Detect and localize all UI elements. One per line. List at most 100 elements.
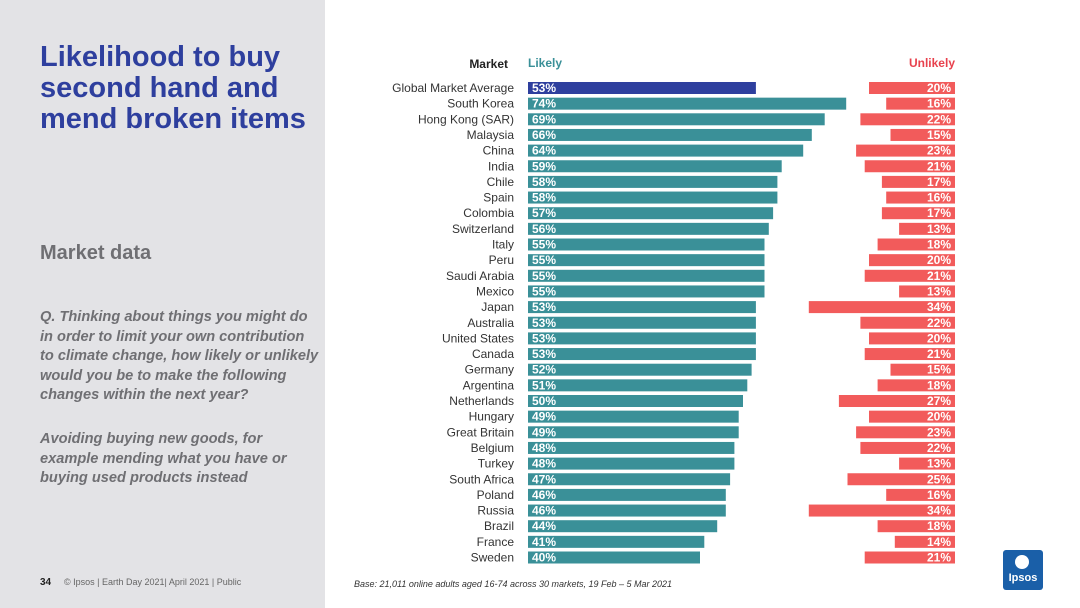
unlikely-bar: [877, 379, 955, 392]
unlikely-bar: [899, 285, 955, 298]
likely-value-label: 55%: [532, 238, 556, 252]
unlikely-value-label: 23%: [927, 425, 951, 439]
category-label: Saudi Arabia: [446, 269, 514, 283]
unlikely-bar: [894, 535, 955, 548]
unlikely-bar: [847, 473, 955, 486]
unlikely-value-label: 27%: [927, 394, 951, 408]
unlikely-value-label: 17%: [927, 206, 951, 220]
likely-bar: [528, 82, 756, 94]
unlikely-bar: [864, 551, 955, 564]
category-label: Colombia: [463, 206, 514, 220]
category-label: Spain: [483, 191, 514, 205]
likely-value-label: 46%: [532, 504, 556, 518]
category-label: Belgium: [471, 441, 514, 455]
unlikely-bar: [881, 207, 955, 220]
likely-value-label: 51%: [532, 378, 556, 392]
header-unlikely: Unlikely: [909, 56, 955, 70]
likely-bar: [528, 238, 765, 251]
logo-mark-icon: [1015, 555, 1029, 569]
likely-value-label: 44%: [532, 519, 556, 533]
left-panel: Likelihood to buy second hand and mend b…: [0, 0, 325, 608]
category-label: South Korea: [447, 97, 514, 111]
likely-bar: [528, 348, 756, 361]
unlikely-value-label: 15%: [927, 363, 951, 377]
likely-value-label: 59%: [532, 159, 556, 173]
unlikely-value-label: 21%: [927, 551, 951, 565]
likely-value-label: 66%: [532, 128, 556, 142]
unlikely-bar: [886, 488, 955, 501]
unlikely-value-label: 20%: [927, 253, 951, 267]
category-label: France: [477, 535, 515, 549]
unlikely-bar: [860, 113, 955, 126]
category-label: Chile: [487, 175, 515, 189]
likely-bar: [528, 379, 748, 392]
unlikely-bar: [886, 191, 955, 204]
unlikely-bar: [860, 316, 955, 329]
footer-copyright: © Ipsos | Earth Day 2021| April 2021 | P…: [64, 577, 242, 587]
unlikely-bar: [808, 301, 955, 314]
unlikely-value-label: 13%: [927, 284, 951, 298]
likely-value-label: 58%: [532, 175, 556, 189]
likely-bar: [528, 410, 739, 423]
unlikely-bar: [856, 426, 955, 439]
likely-bar: [528, 520, 718, 533]
likely-bar: [528, 535, 705, 548]
likely-value-label: 74%: [532, 97, 556, 111]
header-likely: Likely: [528, 56, 562, 70]
survey-statement: Avoiding buying new goods, for example m…: [40, 431, 287, 487]
likely-value-label: 53%: [532, 300, 556, 314]
category-label: Germany: [465, 363, 514, 377]
category-label: Mexico: [476, 284, 514, 298]
likely-value-label: 53%: [532, 331, 556, 345]
likely-value-label: 49%: [532, 425, 556, 439]
unlikely-value-label: 18%: [927, 238, 951, 252]
likely-bar: [528, 285, 765, 298]
unlikely-bar: [869, 254, 955, 267]
unlikely-bar: [856, 144, 955, 157]
likely-bar: [528, 175, 778, 188]
likely-bar: [528, 332, 756, 345]
likely-value-label: 40%: [532, 551, 556, 565]
unlikely-value-label: 16%: [927, 488, 951, 502]
likely-value-label: 56%: [532, 222, 556, 236]
unlikely-bar: [864, 269, 955, 282]
unlikely-value-label: 34%: [927, 504, 951, 518]
unlikely-bar: [877, 238, 955, 251]
category-label: United States: [442, 331, 514, 345]
likely-bar: [528, 441, 735, 454]
header-market: Market: [469, 57, 508, 71]
likely-bar: [528, 97, 847, 110]
unlikely-bar: [881, 175, 955, 188]
category-label: Australia: [467, 316, 514, 330]
likely-bar: [528, 363, 752, 376]
likely-value-label: 57%: [532, 206, 556, 220]
page-subtitle: Market data: [40, 242, 152, 264]
likely-bar: [528, 504, 726, 517]
category-label: China: [483, 144, 515, 158]
unlikely-bar: [864, 160, 955, 173]
likely-bar: [528, 207, 774, 220]
likely-bar: [528, 301, 756, 314]
likely-bar: [528, 160, 782, 173]
unlikely-value-label: 21%: [927, 347, 951, 361]
likely-value-label: 48%: [532, 457, 556, 471]
category-label: Malaysia: [467, 128, 515, 142]
unlikely-bar: [864, 348, 955, 361]
likely-bar: [528, 426, 739, 439]
category-label: Russia: [477, 504, 514, 518]
category-label: Hong Kong (SAR): [418, 112, 514, 126]
unlikely-value-label: 16%: [927, 191, 951, 205]
likely-bar: [528, 113, 825, 126]
unlikely-value-label: 13%: [927, 457, 951, 471]
likely-value-label: 53%: [532, 347, 556, 361]
likely-bar: [528, 473, 731, 486]
likely-value-label: 55%: [532, 284, 556, 298]
unlikely-value-label: 16%: [927, 97, 951, 111]
likely-bar: [528, 269, 765, 282]
category-label: Brazil: [484, 519, 514, 533]
likely-bar: [528, 551, 700, 564]
unlikely-value-label: 23%: [927, 144, 951, 158]
unlikely-bar: [890, 363, 955, 376]
category-label: Sweden: [471, 551, 514, 565]
likely-value-label: 47%: [532, 472, 556, 486]
